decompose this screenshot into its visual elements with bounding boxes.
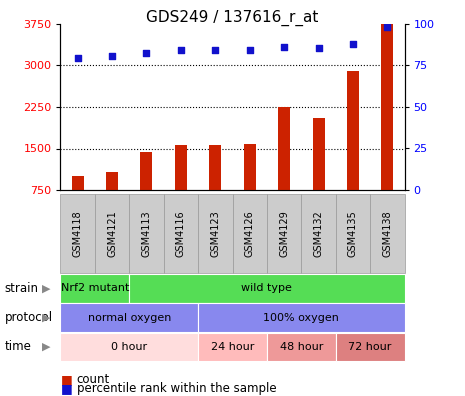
Point bbox=[177, 47, 185, 53]
Text: protocol: protocol bbox=[5, 311, 53, 324]
Bar bbox=[140, 152, 153, 190]
Text: ■: ■ bbox=[60, 382, 72, 395]
Point bbox=[280, 44, 288, 50]
Bar bbox=[72, 176, 84, 190]
Bar bbox=[381, 24, 393, 190]
Point bbox=[143, 50, 150, 56]
Bar bbox=[347, 71, 359, 190]
Text: ▶: ▶ bbox=[42, 283, 51, 293]
Text: ▶: ▶ bbox=[42, 342, 51, 352]
Text: GSM4129: GSM4129 bbox=[279, 210, 289, 257]
Text: GDS249 / 137616_r_at: GDS249 / 137616_r_at bbox=[146, 10, 319, 26]
Text: Nrf2 mutant: Nrf2 mutant bbox=[60, 283, 129, 293]
Text: GSM4121: GSM4121 bbox=[107, 210, 117, 257]
Point bbox=[315, 45, 322, 51]
Text: GSM4135: GSM4135 bbox=[348, 210, 358, 257]
Point bbox=[246, 46, 253, 53]
Bar bbox=[312, 118, 325, 190]
Bar bbox=[106, 172, 118, 190]
Text: time: time bbox=[5, 341, 32, 353]
Text: 48 hour: 48 hour bbox=[279, 342, 323, 352]
Text: 100% oxygen: 100% oxygen bbox=[263, 312, 339, 323]
Bar bbox=[209, 145, 221, 190]
Text: wild type: wild type bbox=[241, 283, 292, 293]
Point bbox=[349, 40, 357, 47]
Point bbox=[108, 53, 116, 59]
Text: GSM4123: GSM4123 bbox=[210, 210, 220, 257]
Bar bbox=[244, 144, 256, 190]
Text: ■: ■ bbox=[60, 373, 72, 386]
Text: 72 hour: 72 hour bbox=[348, 342, 392, 352]
Point bbox=[212, 47, 219, 53]
Text: 24 hour: 24 hour bbox=[211, 342, 254, 352]
Text: 0 hour: 0 hour bbox=[111, 342, 147, 352]
Text: GSM4113: GSM4113 bbox=[141, 210, 152, 257]
Text: GSM4116: GSM4116 bbox=[176, 210, 186, 257]
Text: GSM4138: GSM4138 bbox=[382, 210, 392, 257]
Text: GSM4132: GSM4132 bbox=[313, 210, 324, 257]
Text: GSM4126: GSM4126 bbox=[245, 210, 255, 257]
Text: GSM4118: GSM4118 bbox=[73, 210, 83, 257]
Text: count: count bbox=[77, 373, 110, 386]
Point bbox=[74, 55, 81, 61]
Text: ▶: ▶ bbox=[42, 312, 51, 323]
Text: strain: strain bbox=[5, 282, 39, 295]
Point bbox=[384, 24, 391, 30]
Text: normal oxygen: normal oxygen bbox=[87, 312, 171, 323]
Text: percentile rank within the sample: percentile rank within the sample bbox=[77, 382, 276, 395]
Bar bbox=[278, 107, 290, 190]
Bar bbox=[175, 145, 187, 190]
